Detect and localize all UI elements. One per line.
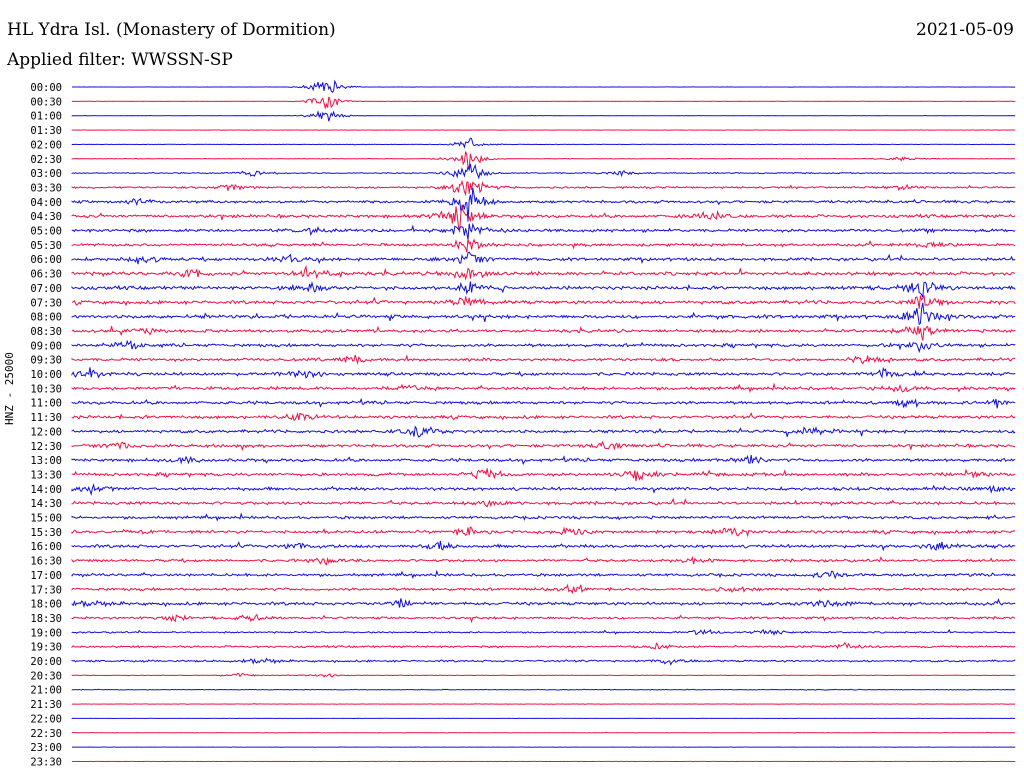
trace-line-0530 <box>71 238 1016 253</box>
time-tick-label: 14:00 <box>30 484 62 496</box>
trace-line-0330 <box>71 179 1016 197</box>
time-tick-label: 11:30 <box>30 412 62 424</box>
filter-label: Applied filter: WWSSN-SP <box>7 50 233 70</box>
time-tick-label: 01:00 <box>30 111 62 123</box>
trace-line-1800 <box>71 598 1016 609</box>
time-tick-label: 17:30 <box>30 584 62 596</box>
time-tick-label: 09:30 <box>30 355 62 367</box>
trace-line-1600 <box>71 540 1016 552</box>
trace-line-2230 <box>71 731 1016 734</box>
time-tick-label: 08:00 <box>30 312 62 324</box>
date-label: 2021-05-09 <box>915 20 1014 40</box>
time-tick-label: 03:00 <box>30 168 62 180</box>
time-tick-label: 19:00 <box>30 627 62 639</box>
trace-line-0200 <box>71 137 1016 149</box>
trace-line-0830 <box>71 325 1016 341</box>
time-tick-label: 20:30 <box>30 670 62 682</box>
trace-line-1430 <box>71 497 1016 508</box>
time-tick-label: 05:30 <box>30 240 62 252</box>
trace-line-0100 <box>71 110 1016 122</box>
trace-line-1930 <box>71 641 1016 650</box>
time-tick-label: 16:00 <box>30 541 62 553</box>
time-tick-label: 07:30 <box>30 297 62 309</box>
trace-line-1230 <box>71 440 1016 452</box>
trace-line-0400 <box>71 187 1016 222</box>
trace-line-1530 <box>71 526 1016 538</box>
time-tick-label: 15:30 <box>30 527 62 539</box>
trace-line-1730 <box>71 583 1016 595</box>
trace-line-2000 <box>71 657 1016 666</box>
time-tick-label: 06:00 <box>30 254 62 266</box>
time-tick-label: 18:30 <box>30 613 62 625</box>
time-tick-label: 23:30 <box>30 756 62 768</box>
trace-line-1330 <box>71 468 1016 482</box>
trace-line-0430 <box>71 204 1016 233</box>
trace-line-1100 <box>71 397 1016 409</box>
time-tick-label: 07:00 <box>30 283 62 295</box>
time-tick-label: 22:00 <box>30 713 62 725</box>
time-tick-label: 03:30 <box>30 182 62 194</box>
trace-line-1630 <box>71 555 1016 566</box>
time-tick-label: 06:30 <box>30 269 62 281</box>
time-tick-label: 12:30 <box>30 441 62 453</box>
time-tick-label: 04:00 <box>30 197 62 209</box>
trace-line-1000 <box>71 367 1016 379</box>
trace-line-0730 <box>71 295 1016 309</box>
time-tick-label: 05:00 <box>30 226 62 238</box>
trace-line-0000 <box>72 79 1016 93</box>
time-tick-label: 23:00 <box>30 742 62 754</box>
trace-line-0600 <box>71 251 1016 265</box>
trace-line-2100 <box>71 688 1016 691</box>
time-tick-label: 21:00 <box>30 685 62 697</box>
trace-line-1130 <box>71 411 1016 422</box>
time-tick-label: 22:30 <box>30 728 62 740</box>
time-tick-label: 04:30 <box>30 211 62 223</box>
time-tick-label: 13:30 <box>30 469 62 481</box>
time-tick-label: 12:00 <box>30 426 62 438</box>
time-tick-label: 20:00 <box>30 656 62 668</box>
trace-line-0930 <box>71 354 1016 365</box>
trace-line-0300 <box>71 163 1016 180</box>
time-tick-label: 11:00 <box>30 398 62 410</box>
trace-line-2030 <box>71 672 1016 678</box>
time-tick-label: 00:00 <box>30 82 62 94</box>
trace-line-1030 <box>71 382 1016 394</box>
time-tick-label: 02:00 <box>30 139 62 151</box>
time-tick-label: 02:30 <box>30 154 62 166</box>
station-title: HL Ydra Isl. (Monastery of Dormition) <box>7 20 336 40</box>
trace-line-1500 <box>71 512 1016 522</box>
trace-line-0900 <box>71 339 1016 354</box>
trace-line-1700 <box>71 569 1016 580</box>
time-tick-label: 19:30 <box>30 642 62 654</box>
time-tick-label: 18:00 <box>30 599 62 611</box>
time-tick-label: 16:30 <box>30 556 62 568</box>
time-tick-label: 10:30 <box>30 383 62 395</box>
time-tick-label: 15:00 <box>30 513 62 525</box>
trace-line-0500 <box>71 222 1016 240</box>
trace-line-0230 <box>71 151 1016 169</box>
time-tick-label: 21:30 <box>30 699 62 711</box>
time-tick-label: 14:30 <box>30 498 62 510</box>
trace-line-0030 <box>71 96 1016 110</box>
time-tick-label: 01:30 <box>30 125 62 137</box>
time-tick-label: 09:00 <box>30 340 62 352</box>
trace-line-1900 <box>71 628 1016 636</box>
time-tick-label: 10:00 <box>30 369 62 381</box>
trace-line-0800 <box>71 302 1016 326</box>
time-tick-label: 13:00 <box>30 455 62 467</box>
trace-line-1830 <box>71 613 1016 624</box>
time-tick-label: 00:30 <box>30 96 62 108</box>
trace-line-1200 <box>71 425 1016 438</box>
trace-line-2130 <box>71 702 1016 705</box>
trace-line-0630 <box>71 264 1016 281</box>
time-tick-label: 17:00 <box>30 570 62 582</box>
trace-line-1400 <box>71 482 1016 497</box>
trace-line-0700 <box>71 280 1016 299</box>
time-tick-label: 08:30 <box>30 326 62 338</box>
trace-line-1300 <box>71 454 1016 466</box>
